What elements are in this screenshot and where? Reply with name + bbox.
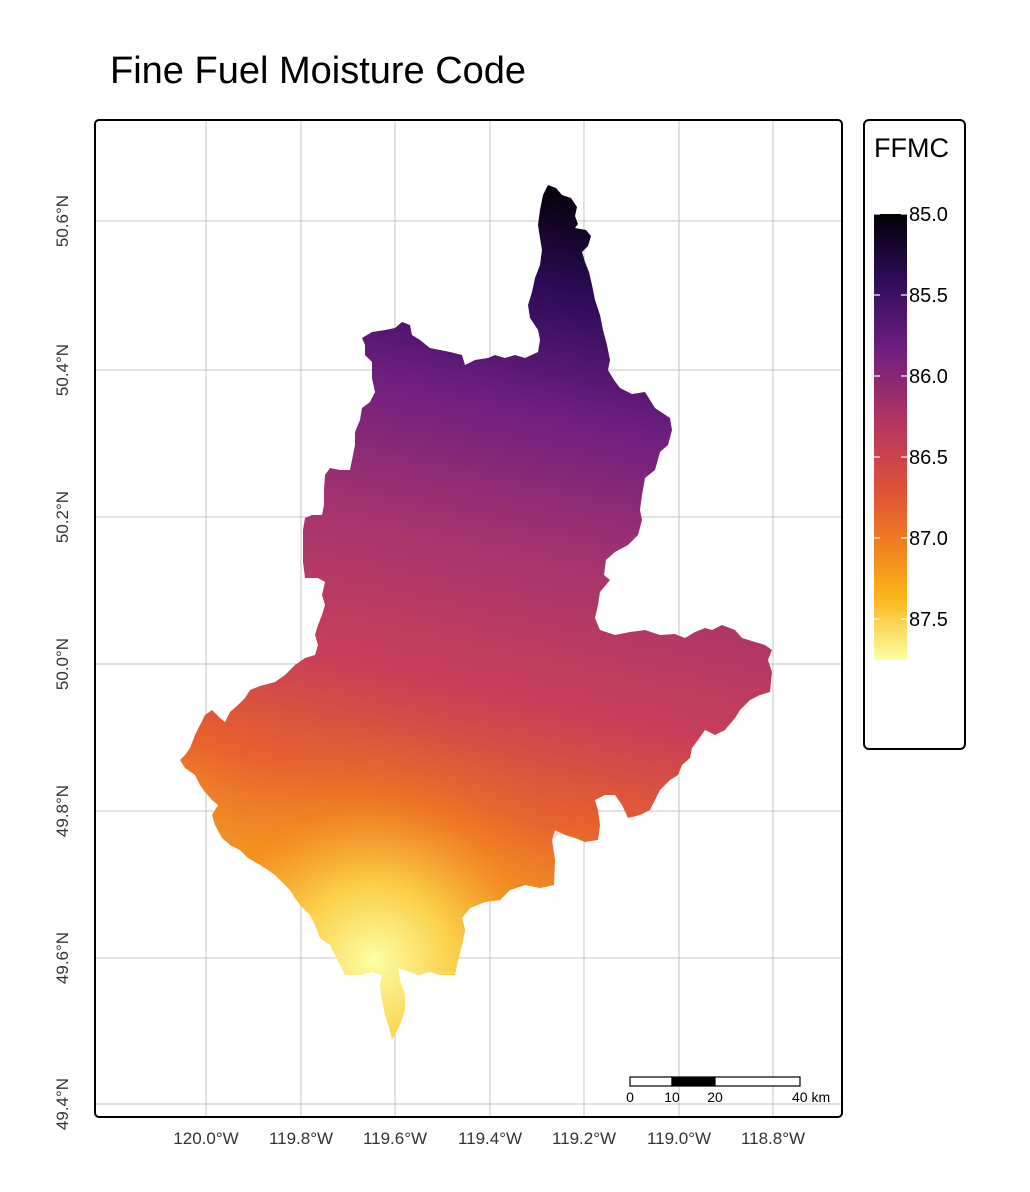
lon-label: 118.8°W bbox=[741, 1129, 805, 1148]
legend-label: 85.5 bbox=[909, 285, 948, 307]
color-ramp bbox=[874, 214, 907, 660]
lat-label: 49.4°N bbox=[53, 1078, 72, 1130]
scale-label: 0 bbox=[626, 1089, 634, 1105]
page-title: Fine Fuel Moisture Code bbox=[110, 50, 527, 92]
longitude-labels: 120.0°W 119.8°W 119.6°W 119.4°W 119.2°W … bbox=[173, 1129, 805, 1148]
lon-label: 119.0°W bbox=[647, 1129, 711, 1148]
scale-label: 10 bbox=[664, 1089, 680, 1105]
legend-label: 86.5 bbox=[909, 447, 948, 469]
scale-label: 20 bbox=[707, 1089, 723, 1105]
lon-label: 119.4°W bbox=[458, 1129, 522, 1148]
legend-label: 87.0 bbox=[909, 528, 948, 550]
scale-label: 40 km bbox=[792, 1089, 830, 1105]
legend: FFMC 85.0 85.5 86.0 86.5 87.0 87.5 bbox=[863, 119, 966, 750]
scale-bar: 0 10 20 40 km bbox=[626, 1076, 830, 1105]
lat-label: 50.0°N bbox=[53, 638, 72, 690]
lat-label: 49.8°N bbox=[53, 785, 72, 837]
lon-label: 119.6°W bbox=[363, 1129, 427, 1148]
legend-label: 86.0 bbox=[909, 366, 948, 388]
legend-title: FFMC bbox=[874, 133, 949, 163]
legend-label: 87.5 bbox=[909, 609, 948, 631]
latitude-labels: 50.6°N 50.4°N 50.2°N 50.0°N 49.8°N 49.6°… bbox=[53, 195, 72, 1130]
lon-label: 119.8°W bbox=[269, 1129, 333, 1148]
lon-label: 119.2°W bbox=[552, 1129, 616, 1148]
lon-label: 120.0°W bbox=[173, 1129, 238, 1148]
legend-label: 85.0 bbox=[909, 204, 948, 226]
lat-label: 50.2°N bbox=[53, 491, 72, 543]
lat-label: 50.6°N bbox=[53, 195, 72, 247]
lat-label: 50.4°N bbox=[53, 344, 72, 396]
lat-label: 49.6°N bbox=[53, 932, 72, 984]
ffmc-region bbox=[180, 185, 772, 1040]
